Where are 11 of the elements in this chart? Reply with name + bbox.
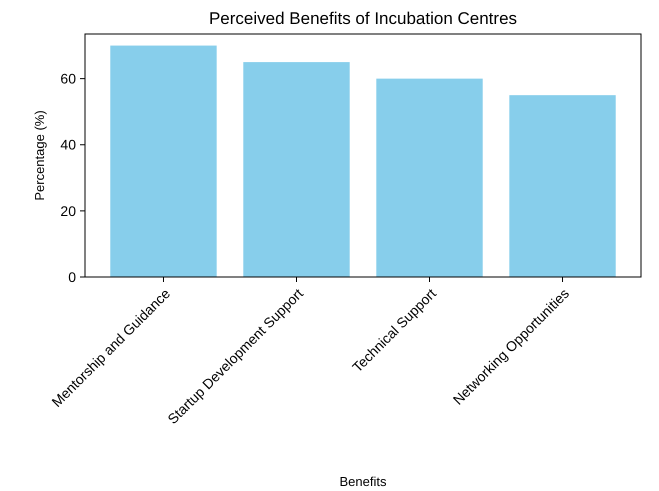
y-tick-label: 40: [60, 136, 76, 153]
y-tick-label: 60: [60, 70, 76, 87]
x-axis-title: Benefits: [340, 474, 387, 489]
bar: [376, 78, 483, 277]
bar: [110, 46, 217, 277]
bar: [243, 62, 350, 277]
y-axis-title: Percentage (%): [32, 110, 47, 201]
chart-title: Perceived Benefits of Incubation Centres: [208, 9, 518, 28]
y-tick-label: 0: [68, 268, 76, 285]
y-tick-label: 20: [60, 202, 76, 219]
bar: [509, 95, 616, 277]
